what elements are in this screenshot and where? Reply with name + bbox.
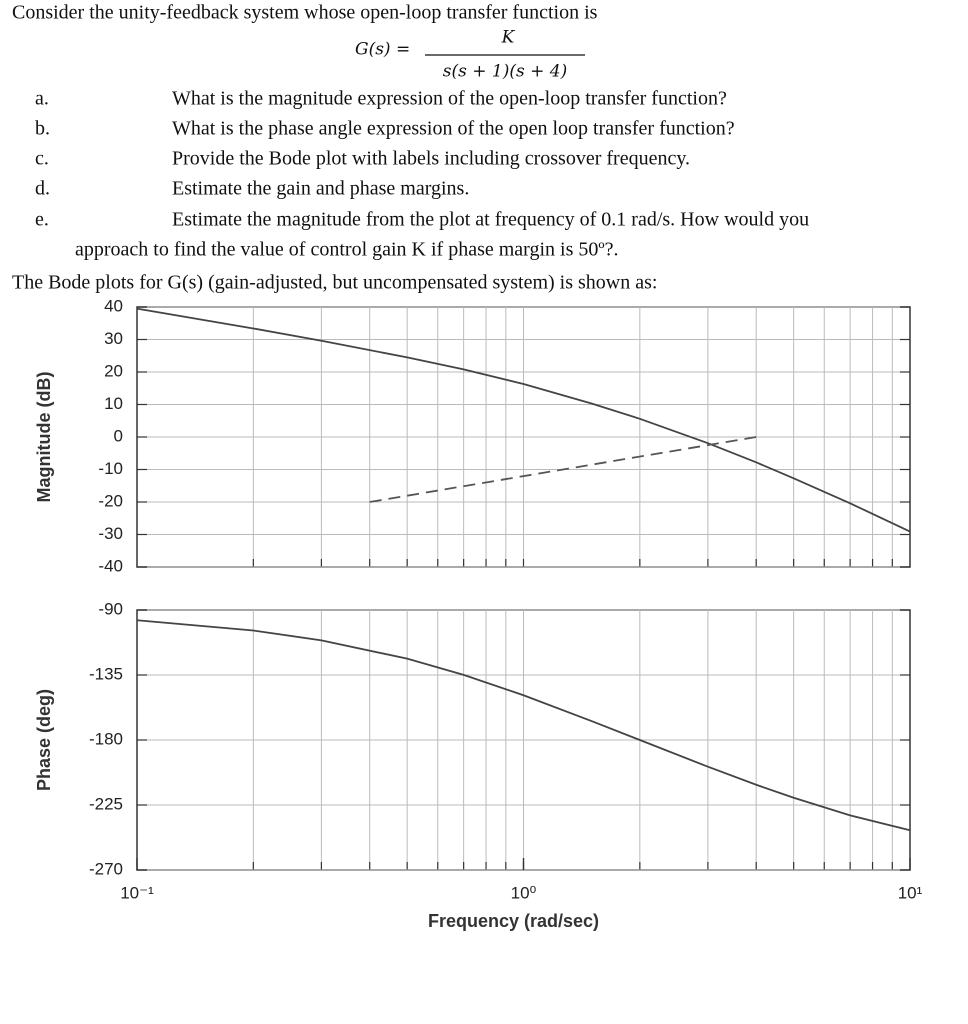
x-tick-label: 10⁻¹ — [120, 883, 154, 902]
item-text: What is the magnitude expression of the … — [172, 88, 727, 110]
item-label: a. — [35, 88, 49, 110]
item-label: b. — [35, 118, 50, 140]
eq-denominator: s(s + 1)(s + 4) — [443, 62, 567, 82]
item-label: e. — [35, 209, 49, 231]
y-tick-label: 40 — [104, 296, 123, 315]
y-tick-label: -225 — [89, 794, 123, 813]
y-tick-label: -30 — [98, 524, 123, 543]
intro: Consider the unity-feedback system whose… — [12, 2, 598, 24]
line-series — [136, 619, 911, 832]
x-axis-label: Frequency (rad/sec) — [428, 911, 599, 931]
y-axis-label: Magnitude (dB) — [34, 372, 54, 503]
y-axis-label: Phase (deg) — [34, 689, 54, 791]
eq-lhs: G(s) = — [355, 40, 410, 60]
y-tick-label: -40 — [98, 556, 123, 575]
line-series — [136, 307, 911, 533]
item-label: c. — [35, 148, 49, 170]
caption: The Bode plots for G(s) (gain-adjusted, … — [12, 272, 657, 294]
x-tick-label: 10⁰ — [511, 883, 537, 902]
y-tick-label: -270 — [89, 859, 123, 878]
eq-numerator: K — [501, 28, 516, 48]
y-tick-label: 10 — [104, 394, 123, 413]
x-tick-label: 10¹ — [898, 883, 923, 902]
y-tick-label: -180 — [89, 729, 123, 748]
item-text: Estimate the magnitude from the plot at … — [172, 209, 809, 231]
item-text: Estimate the gain and phase margins. — [172, 178, 469, 200]
y-tick-label: -90 — [98, 599, 123, 618]
y-tick-label: 30 — [104, 329, 123, 348]
y-tick-label: -10 — [98, 459, 123, 478]
item-text: Provide the Bode plot with labels includ… — [172, 148, 690, 170]
item-label: d. — [35, 178, 50, 200]
item-text: What is the phase angle expression of th… — [172, 118, 735, 140]
y-tick-label: -135 — [89, 664, 123, 683]
y-tick-label: 20 — [104, 361, 123, 380]
item-continuation: approach to find the value of control ga… — [75, 239, 618, 261]
y-tick-label: -20 — [98, 491, 123, 510]
y-tick-label: 0 — [114, 426, 123, 445]
line-series — [369, 436, 757, 503]
